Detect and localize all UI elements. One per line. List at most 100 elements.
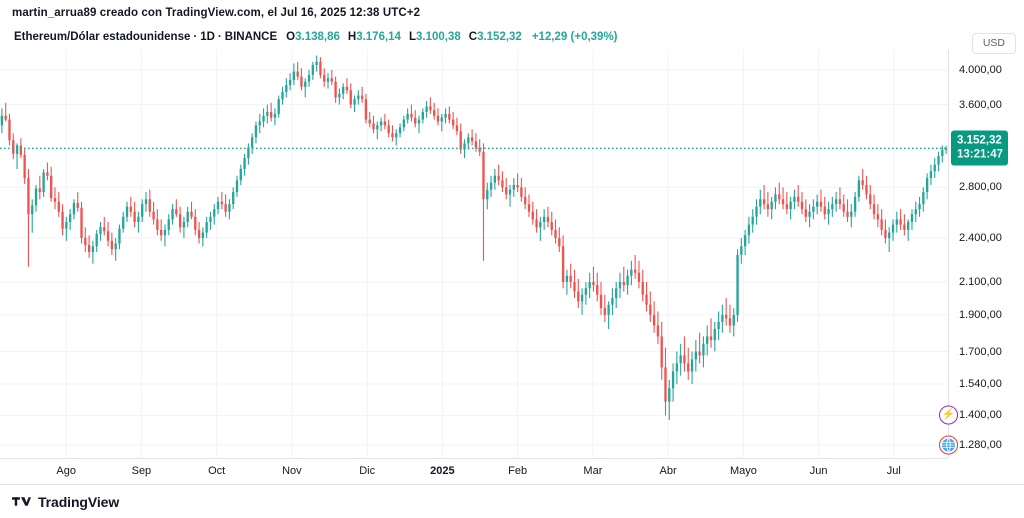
candle [941,145,944,163]
candle-body [0,115,4,126]
candle [800,192,804,215]
candle [243,153,246,176]
candle-body [838,199,842,205]
candle [163,224,167,247]
candle [417,115,421,134]
candle [440,113,443,132]
candle [577,278,580,309]
candle [175,199,178,217]
candle-body [137,216,140,222]
candle-body [652,314,656,326]
candle [95,229,98,253]
legend-low: L3.100,38 [409,31,461,43]
candle [615,281,618,309]
candle [573,269,576,299]
candle [357,90,360,105]
candle [933,158,936,179]
candle [706,325,709,356]
candle-body [61,211,64,229]
candle-body [421,112,424,120]
candle [38,175,41,200]
candle [501,171,504,193]
candle-body [520,187,523,197]
candle [53,187,57,210]
candle [508,184,512,207]
candle-body [342,86,345,94]
candle-body [645,294,648,305]
candle-body [907,221,910,230]
candle-body [690,359,694,372]
candle-body [87,244,91,253]
candle-body [273,113,277,118]
candle [713,321,716,352]
candle [84,227,87,253]
candle-body [15,145,19,154]
candle-body [440,117,443,122]
candle-body [675,363,679,372]
candle-body [827,209,830,215]
legend-symbol[interactable]: Ethereum/Dólar estadounidense [14,31,191,43]
candle-body [436,115,440,122]
candle-body [812,206,815,212]
candle-body [304,81,307,87]
candle [338,88,341,105]
currency-button[interactable]: USD [971,33,1016,54]
candle [698,332,701,364]
candle [118,224,121,250]
candle-body [80,207,83,239]
candle [353,95,356,113]
legend-close-label: C [468,31,478,43]
candle [292,63,296,86]
legend-exchange[interactable]: BINANCE [224,31,278,43]
time-axis[interactable]: Ago Sep Oct Nov Dic 2025 Feb Mar Abr Mayo Jun Jul [0,458,948,485]
candle-body [637,272,641,282]
candle-body [842,204,845,212]
candle [80,201,83,244]
current-price-badge[interactable]: 3.152,32 13:21:47 [951,130,1009,166]
candle-body [34,188,38,206]
candle-body [42,172,45,193]
candle [876,204,880,228]
tradingview-logo[interactable]: TradingView [12,494,119,510]
candle [186,206,189,228]
candle-body [467,137,470,144]
candle-body [300,76,303,87]
candle-body [558,238,561,247]
candle [569,263,572,289]
globe-icon[interactable] [939,435,958,455]
candle-body [311,65,315,75]
candle-body [762,199,766,205]
candle-body [561,246,565,282]
candle-body [724,314,728,319]
candle [535,209,538,233]
candle-body [816,201,819,207]
candle [133,201,136,228]
candle [311,61,315,80]
candle-body [277,99,280,114]
candle-body [872,204,876,215]
candle [592,266,595,292]
candle-body [910,214,914,222]
legend-interval[interactable]: 1D [200,31,215,43]
candle-body [853,196,857,212]
candle [558,227,561,253]
candle-body [891,224,895,233]
lightning-bolt-icon[interactable]: ⚡ [939,405,958,425]
candle-body [106,231,110,241]
candle [224,194,227,217]
candle [455,117,459,136]
candle [747,216,751,244]
candle-body [152,211,155,220]
candle [914,201,917,222]
candle [789,196,792,220]
candle-body [27,178,30,215]
candle-body [569,275,572,282]
candle-body [876,214,880,220]
candle-body [315,61,318,66]
candle [596,272,599,302]
price-axis[interactable]: USD 4.000,00 3.600,00 2.800,00 2.400,00 2.10… [939,33,1024,458]
candle-body [266,112,269,116]
candle-body [209,216,212,222]
candle [288,73,292,91]
chart-plot-area[interactable] [0,50,948,458]
